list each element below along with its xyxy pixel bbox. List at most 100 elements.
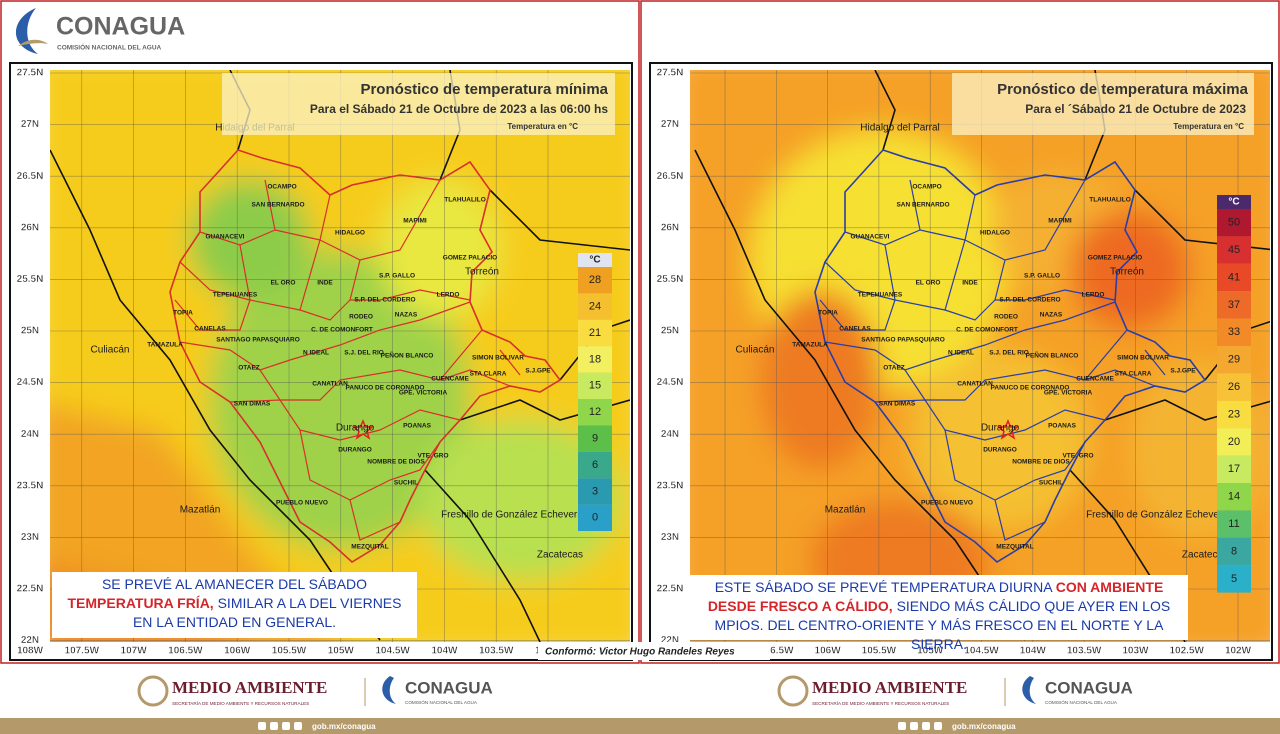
panel-border: [640, 0, 1280, 664]
lat-label: 27N: [661, 119, 679, 130]
map-title: Pronóstico de temperatura mínima: [360, 81, 608, 98]
place-label: POANAS: [1048, 423, 1076, 430]
social-icon: [294, 722, 302, 730]
footer-strip: [640, 718, 1280, 734]
legend-swatch: [1217, 318, 1251, 346]
logo-text: CONAGUA: [56, 13, 185, 41]
place-label: SANTIAGO PAPASQUIARO: [861, 337, 945, 344]
legend-level: 14: [1228, 491, 1240, 503]
lat-label: 23N: [21, 532, 39, 543]
place-label: PEÑON BLANCO: [1026, 351, 1079, 360]
lat-label: 26N: [21, 222, 39, 233]
field: [910, 350, 1090, 530]
legend-level: 8: [1231, 545, 1237, 557]
map-frame: [9, 62, 633, 661]
place-label: SIMON BOLIVAR: [1117, 355, 1169, 362]
municipal-border: [874, 399, 1106, 441]
legend-level: 11: [1228, 518, 1239, 530]
social-icon: [922, 722, 930, 730]
lon-label: 102W: [1225, 646, 1252, 657]
municipal-border: [439, 369, 511, 387]
map-frame: [649, 62, 1273, 661]
place-label: RODEO: [994, 314, 1018, 321]
legend-swatch: [1217, 400, 1251, 429]
municipal-border: [909, 179, 976, 241]
note-text: SIENDO MÁS CÁLIDO QUE AYER EN LOS MPIOS.…: [714, 598, 1171, 652]
lat-label: 24N: [21, 429, 39, 440]
legend-swatch: [578, 267, 612, 294]
logo-mark: [18, 39, 48, 46]
place-label: TOPIA: [173, 310, 193, 317]
place-label: N IDEAL: [303, 350, 329, 357]
country-border: [424, 469, 541, 642]
place-label: LERDO: [1082, 292, 1105, 299]
note-text: ESTE SÁBADO SE PREVÉ TEMPERATURA DIURNA: [714, 579, 1056, 595]
legend-level: 0: [592, 512, 598, 524]
lon-label: 106W: [224, 646, 251, 657]
place-label: OTAEZ: [883, 365, 905, 372]
place-label: NAZAS: [395, 312, 418, 319]
place-label: CUENCAME: [431, 376, 469, 383]
lat-label: 27.5N: [657, 68, 684, 79]
place-label: MAPIMI: [403, 218, 427, 225]
place-label: GPE. VICTORIA: [399, 390, 448, 397]
place-label: MEZQUITAL: [996, 544, 1033, 551]
place-label: SANTIAGO PAPASQUIARO: [216, 337, 300, 344]
legend-level: 29: [1228, 354, 1240, 366]
place-label: Fresnillo de González Echeverría: [441, 510, 589, 521]
place-label: C. DE COMONFORT: [311, 327, 373, 334]
place-label: OTAEZ: [238, 365, 260, 372]
lat-label: 22.5N: [657, 584, 684, 595]
lon-label: 102.5W: [1169, 646, 1204, 657]
star: [997, 419, 1019, 440]
footer-secretaria: MEDIO AMBIENTE: [172, 678, 327, 697]
place-label: TEPEHUANES: [858, 292, 903, 299]
legend-swatch: [578, 293, 612, 320]
lon-label: 104W: [431, 646, 458, 657]
map: Hidalgo del Parral OCAMPO SAN BERNARDO HIDA…: [690, 70, 1270, 642]
place-label: Culiacán: [736, 345, 775, 356]
place-label: GOMEZ PALACIO: [1088, 255, 1142, 262]
footer: [642, 664, 1278, 718]
municipal-border: [319, 179, 441, 261]
municipal-border: [299, 299, 351, 321]
place-label: S.J. DEL RIO: [989, 350, 1029, 357]
star: [352, 419, 374, 440]
unit-note: Temperatura en °C: [1173, 122, 1244, 131]
municipal-border: [934, 301, 1116, 361]
place-label: GUANACEVI: [850, 234, 889, 241]
footer-secretaria: MEDIO AMBIENTE: [812, 678, 967, 697]
legend-level: 5: [1231, 573, 1237, 585]
place-label: INDE: [962, 280, 978, 287]
place-label: Torreón: [465, 267, 499, 278]
footer-agency-full: COMISIÓN NACIONAL DEL AGUA: [1045, 699, 1118, 705]
place-label: Durango: [981, 423, 1020, 434]
lon-label: 103.5W: [1067, 646, 1102, 657]
municipal-border: [944, 299, 996, 321]
place-label: DURANGO: [983, 447, 1017, 454]
seal: [777, 675, 809, 707]
lon-label: 105.5W: [862, 646, 897, 657]
place-label: PEÑON BLANCO: [381, 351, 434, 360]
unit-note: Temperatura en °C: [507, 122, 578, 131]
municipal-border: [884, 239, 966, 311]
lat-label: 25.5N: [657, 274, 684, 285]
legend-level: 9: [592, 433, 598, 445]
note-text: SE PREVÉ AL AMANECER DEL SÁBADO: [101, 576, 368, 592]
place-label: SAN BERNARDO: [896, 202, 949, 209]
legend-level: 20: [1228, 436, 1240, 448]
place-label: CANELAS: [839, 326, 871, 333]
legend-level: 18: [589, 353, 601, 365]
legend-swatch: [1217, 209, 1251, 237]
legend-swatch: [1217, 263, 1251, 292]
legend-header: [1217, 195, 1251, 209]
place-label: DURANGO: [338, 447, 372, 454]
municipal-border: [824, 341, 936, 371]
lon-label: 105W: [328, 646, 355, 657]
place-label: TOPIA: [818, 310, 838, 317]
place-label: S.P. GALLO: [1024, 273, 1060, 280]
place-label: Durango: [336, 423, 375, 434]
place-label: TLAHUALILO: [444, 197, 486, 204]
legend-unit: °C: [1228, 197, 1239, 208]
